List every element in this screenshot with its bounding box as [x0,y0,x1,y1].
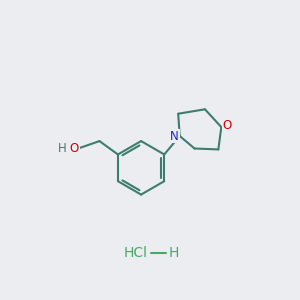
Text: O: O [70,142,79,155]
Text: H: H [169,245,179,260]
Text: N: N [170,130,179,142]
Text: H: H [58,142,67,155]
Text: HCl: HCl [123,245,147,260]
Text: O: O [223,119,232,132]
